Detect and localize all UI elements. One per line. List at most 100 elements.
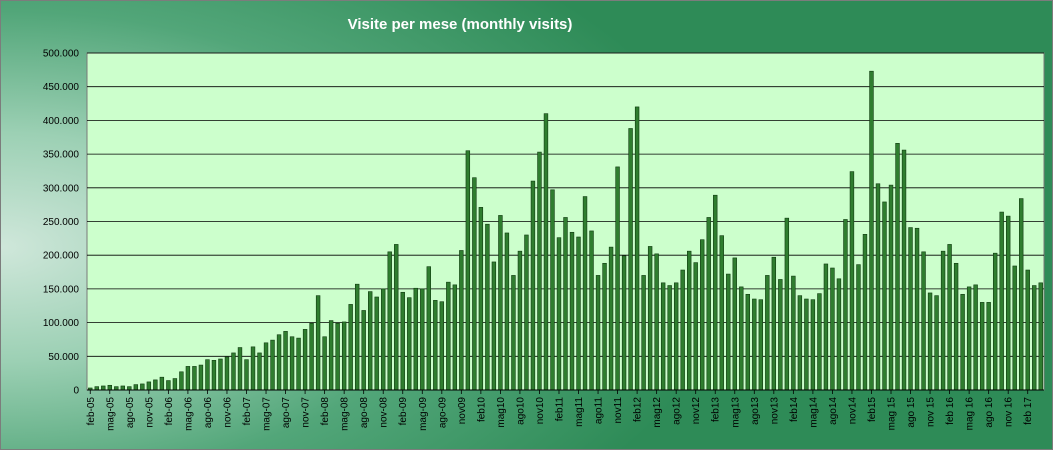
bar bbox=[179, 371, 184, 391]
x-tick-label: mag 15 bbox=[887, 397, 898, 431]
bar bbox=[1006, 215, 1011, 391]
bar bbox=[680, 269, 685, 391]
bar bbox=[400, 291, 405, 391]
x-tick-label: nov 16 bbox=[1004, 397, 1015, 427]
bar bbox=[647, 246, 653, 391]
bar bbox=[1025, 269, 1030, 391]
bar bbox=[153, 379, 158, 391]
x-tick-label: feb-05 bbox=[86, 397, 97, 426]
bar bbox=[999, 211, 1004, 391]
x-tick-label: mag11 bbox=[574, 397, 585, 427]
bar bbox=[198, 364, 204, 391]
x-tick-label: mag12 bbox=[652, 397, 663, 428]
bar bbox=[908, 227, 913, 391]
x-tick-label: nov12 bbox=[691, 397, 702, 425]
x-tick-label: feb-08 bbox=[320, 397, 331, 426]
bar bbox=[107, 384, 112, 391]
y-tick-label: 0 bbox=[73, 386, 79, 397]
bar bbox=[563, 217, 568, 391]
bar bbox=[485, 223, 490, 391]
bar bbox=[120, 385, 125, 391]
bar bbox=[901, 149, 907, 391]
bar bbox=[146, 381, 152, 391]
bar bbox=[250, 346, 256, 391]
x-tick-label: mag 16 bbox=[965, 397, 976, 431]
bar bbox=[771, 256, 777, 391]
x-tick-label: ago12 bbox=[672, 397, 683, 425]
bar bbox=[778, 279, 783, 391]
y-tick-label: 250.000 bbox=[43, 217, 80, 228]
bar bbox=[940, 250, 946, 391]
x-tick-label: ago-05 bbox=[125, 397, 136, 429]
bar bbox=[205, 359, 210, 391]
x-tick-label: feb-07 bbox=[242, 397, 253, 426]
y-tick-label: 150.000 bbox=[43, 284, 80, 295]
bar bbox=[719, 235, 724, 391]
bar bbox=[745, 293, 750, 391]
x-tick-label: nov-08 bbox=[379, 397, 390, 428]
bar bbox=[791, 275, 796, 391]
x-tick-label: feb14 bbox=[789, 397, 800, 422]
y-tick-label: 300.000 bbox=[43, 183, 80, 194]
bar bbox=[582, 196, 588, 391]
y-tick-label: 350.000 bbox=[43, 150, 80, 161]
y-tick-label: 100.000 bbox=[43, 318, 80, 329]
bar bbox=[882, 201, 887, 391]
bar bbox=[348, 304, 353, 391]
bar bbox=[869, 70, 874, 391]
x-tick-label: nov-05 bbox=[144, 397, 155, 428]
bar bbox=[589, 230, 594, 391]
bar bbox=[335, 322, 340, 391]
bar bbox=[192, 366, 197, 391]
bar bbox=[986, 302, 991, 391]
bar bbox=[849, 171, 855, 391]
x-tick-label: ago13 bbox=[750, 397, 761, 425]
bar bbox=[465, 150, 471, 391]
y-tick-label: 200.000 bbox=[43, 251, 80, 262]
bar bbox=[713, 194, 718, 391]
bar bbox=[992, 252, 998, 391]
bar bbox=[426, 266, 431, 391]
bar bbox=[921, 251, 926, 391]
bar bbox=[706, 217, 711, 391]
bar bbox=[556, 237, 562, 391]
bar bbox=[263, 342, 269, 391]
x-tick-label: mag10 bbox=[496, 397, 507, 428]
bar bbox=[576, 236, 581, 391]
bar bbox=[758, 299, 763, 391]
bar bbox=[953, 262, 959, 391]
bar bbox=[413, 287, 418, 391]
x-tick-label: feb10 bbox=[476, 397, 487, 422]
x-tick-label: feb11 bbox=[554, 397, 565, 422]
bar bbox=[270, 339, 275, 391]
bar bbox=[966, 286, 972, 391]
x-tick-label: mag14 bbox=[808, 397, 819, 428]
bar bbox=[875, 183, 881, 391]
x-tick-label: mag-09 bbox=[418, 397, 429, 431]
bar bbox=[843, 219, 848, 391]
bar bbox=[446, 281, 451, 391]
bar bbox=[550, 189, 555, 391]
bar bbox=[289, 336, 295, 391]
bar bbox=[185, 366, 191, 391]
bar bbox=[94, 386, 99, 391]
bar bbox=[276, 334, 282, 391]
bar bbox=[133, 384, 139, 391]
bar bbox=[856, 264, 861, 391]
bar bbox=[309, 322, 314, 391]
x-tick-label: ago-06 bbox=[203, 397, 214, 429]
bar bbox=[1032, 285, 1037, 391]
bar bbox=[895, 143, 900, 391]
bar bbox=[615, 166, 620, 391]
y-tick-label: 500.000 bbox=[43, 49, 80, 60]
x-axis-ticks: feb-05 mag-05 ago-05 nov-05 feb-06 mag-06 ago-… bbox=[86, 390, 1034, 431]
bar bbox=[732, 257, 737, 391]
bar bbox=[511, 275, 516, 391]
bar bbox=[361, 310, 366, 391]
bar bbox=[283, 331, 288, 391]
x-tick-label: feb12 bbox=[633, 397, 644, 422]
bar bbox=[491, 261, 497, 391]
bar bbox=[101, 385, 106, 391]
bar bbox=[407, 297, 412, 391]
